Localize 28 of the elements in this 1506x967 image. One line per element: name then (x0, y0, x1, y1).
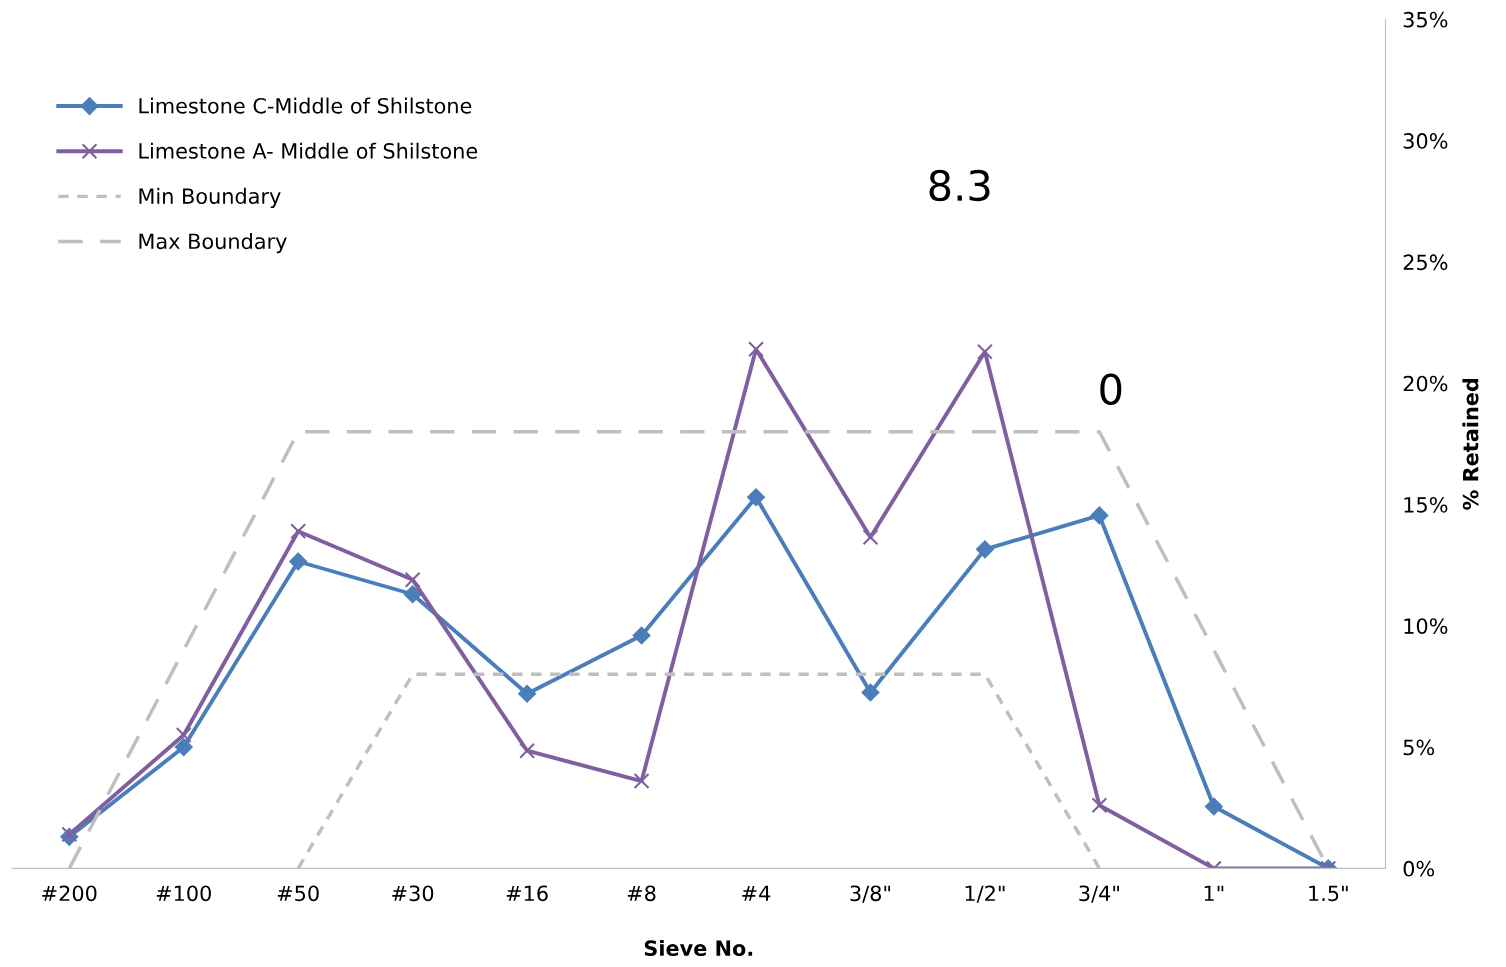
x-tick-label: #4 (742, 885, 771, 901)
y-tick-label: 0% (1403, 860, 1435, 877)
x-tick-label: #50 (277, 885, 319, 902)
x-tick-label: #16 (506, 885, 548, 902)
y-axis-title: % Retained (1462, 378, 1479, 510)
legend-label: Limestone C-Middle of Shilstone (139, 97, 472, 114)
x-tick-label: #8 (627, 885, 656, 902)
y-tick-label: 25% (1403, 254, 1448, 271)
legend-label: Min Boundary (139, 187, 281, 209)
legend-label: Max Boundary (139, 233, 287, 254)
x-tick-label: 3/4" (1079, 885, 1119, 903)
y-tick-label: 5% (1403, 739, 1435, 756)
legend-label: Limestone A- Middle of Shilstone (139, 142, 478, 159)
x-tick-label: #100 (156, 885, 211, 902)
x-tick-label: 1.5" (1309, 885, 1348, 902)
annotation: 8.3 (929, 169, 990, 202)
x-tick-label: #30 (392, 885, 434, 902)
x-axis-title: Sieve No. (644, 939, 753, 957)
x-tick-label: 1" (1204, 885, 1224, 901)
y-tick-label: 30% (1403, 133, 1448, 149)
x-tick-label: 1/2" (965, 885, 1005, 903)
x-tick-label: 3/8" (850, 885, 891, 903)
x-tick-label: #200 (42, 885, 97, 902)
y-tick-label: 20% (1403, 375, 1448, 392)
y-tick-label: 15% (1404, 496, 1448, 513)
y-tick-label: 10% (1404, 618, 1448, 634)
annotation: 0 (1100, 373, 1122, 405)
y-tick-label: 35% (1403, 11, 1448, 28)
